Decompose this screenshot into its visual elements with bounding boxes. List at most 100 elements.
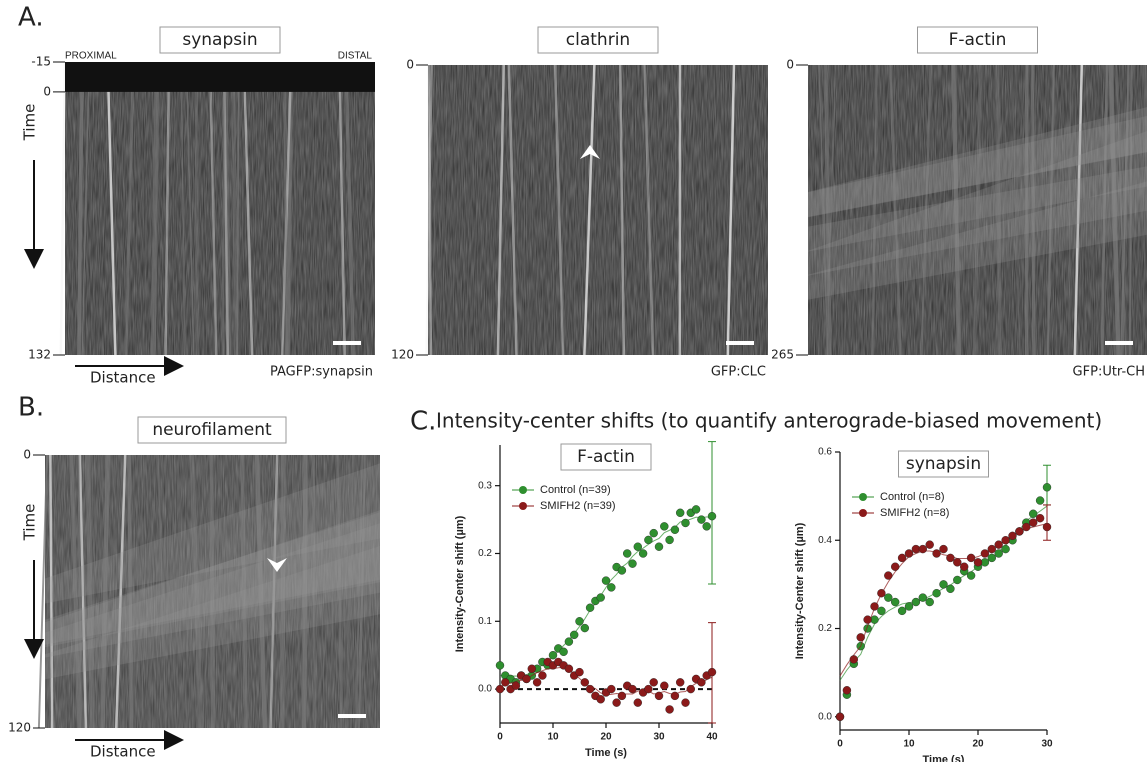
streak: [1108, 64, 1121, 356]
legend-marker: [519, 502, 527, 510]
x-tick-label: 30: [653, 732, 665, 743]
streak: [726, 64, 736, 356]
time-tick-label: -15: [31, 55, 51, 69]
streak: [336, 454, 343, 729]
data-point: [1001, 536, 1010, 545]
streak: [951, 64, 962, 356]
title-box: [917, 26, 1038, 54]
streak: [45, 510, 380, 648]
data-point: [495, 661, 505, 670]
data-point: [980, 549, 990, 558]
data-point: [884, 593, 893, 602]
axis-label: Time: [21, 504, 39, 542]
data-point: [939, 544, 948, 554]
streak: [222, 61, 230, 356]
data-point: [1028, 518, 1038, 527]
data-point: [953, 558, 962, 567]
title-box: [898, 450, 989, 478]
data-point: [601, 576, 611, 585]
streak: [150, 61, 160, 356]
panel-title: clathrin: [566, 30, 630, 50]
data-point: [670, 525, 680, 534]
streak: [285, 61, 294, 356]
streak: [194, 61, 199, 356]
streak: [344, 454, 355, 729]
data-point: [702, 522, 711, 531]
data-point: [1015, 527, 1024, 536]
panel-title: synapsin: [906, 454, 981, 474]
panel-label: A.: [18, 3, 44, 33]
y-tick-label: 0.2: [478, 548, 492, 559]
streak: [127, 454, 134, 729]
data-point: [665, 705, 674, 714]
streak: [124, 61, 135, 356]
data-point: [649, 678, 658, 687]
streak: [81, 61, 90, 356]
streak: [618, 64, 626, 356]
panel-label: C.: [410, 407, 436, 437]
data-point: [649, 528, 658, 538]
streak: [279, 454, 286, 729]
data-point: [559, 647, 568, 657]
streak: [1031, 64, 1036, 356]
title-box: [137, 416, 287, 444]
data-point: [697, 515, 706, 524]
streak: [553, 64, 565, 356]
data-point: [918, 593, 927, 602]
legend-label: SMIFH2 (n=8): [880, 507, 949, 519]
streak: [826, 64, 836, 356]
streak: [344, 61, 356, 356]
kymograph-noise: [428, 65, 768, 355]
streak: [425, 64, 433, 356]
streak: [1073, 64, 1084, 356]
y-axis-label: Intensity-Center shift (µm): [454, 515, 466, 652]
data-point: [856, 633, 865, 642]
streak: [312, 454, 316, 729]
pre-bleach-band: [65, 62, 375, 92]
data-point: [877, 589, 886, 598]
data-point: [501, 678, 510, 687]
data-point: [707, 511, 717, 521]
data-point: [891, 562, 900, 571]
streak: [269, 454, 279, 729]
streak: [808, 166, 1147, 252]
y-tick-label: 0.3: [478, 480, 492, 491]
data-point: [904, 602, 914, 611]
data-point: [564, 664, 574, 673]
x-axis-label: Time (s): [585, 747, 627, 759]
title-box: [159, 26, 281, 54]
x-tick-label: 0: [497, 732, 503, 743]
streak: [1142, 64, 1147, 234]
data-point: [596, 593, 605, 602]
legend-label: Control (n=39): [540, 484, 611, 496]
orientation-label: PROXIMAL: [65, 51, 117, 62]
data-point: [877, 606, 886, 616]
x-tick-label: 10: [903, 739, 915, 750]
data-point: [644, 684, 653, 694]
data-point: [612, 698, 621, 707]
y-tick-label: 0.2: [818, 623, 832, 634]
data-point: [897, 553, 907, 563]
data-point: [884, 571, 893, 580]
data-point: [644, 535, 653, 545]
data-point: [891, 597, 900, 607]
streak: [164, 61, 171, 356]
data-point: [953, 575, 962, 585]
streak: [889, 64, 902, 356]
streak: [100, 454, 111, 729]
streak: [808, 131, 1147, 276]
streak: [45, 463, 380, 604]
streak: [115, 454, 127, 729]
data-point: [660, 681, 669, 690]
data-point: [1028, 509, 1038, 518]
panel-title: neurofilament: [152, 420, 272, 440]
panel-label: B.: [18, 393, 44, 423]
data-point: [870, 602, 879, 611]
data-point: [925, 540, 934, 549]
streak: [427, 64, 433, 356]
data-point: [676, 508, 685, 518]
streak: [77, 61, 84, 356]
data-point: [681, 518, 690, 528]
streak: [222, 61, 232, 356]
axis-label: Distance: [90, 743, 156, 761]
